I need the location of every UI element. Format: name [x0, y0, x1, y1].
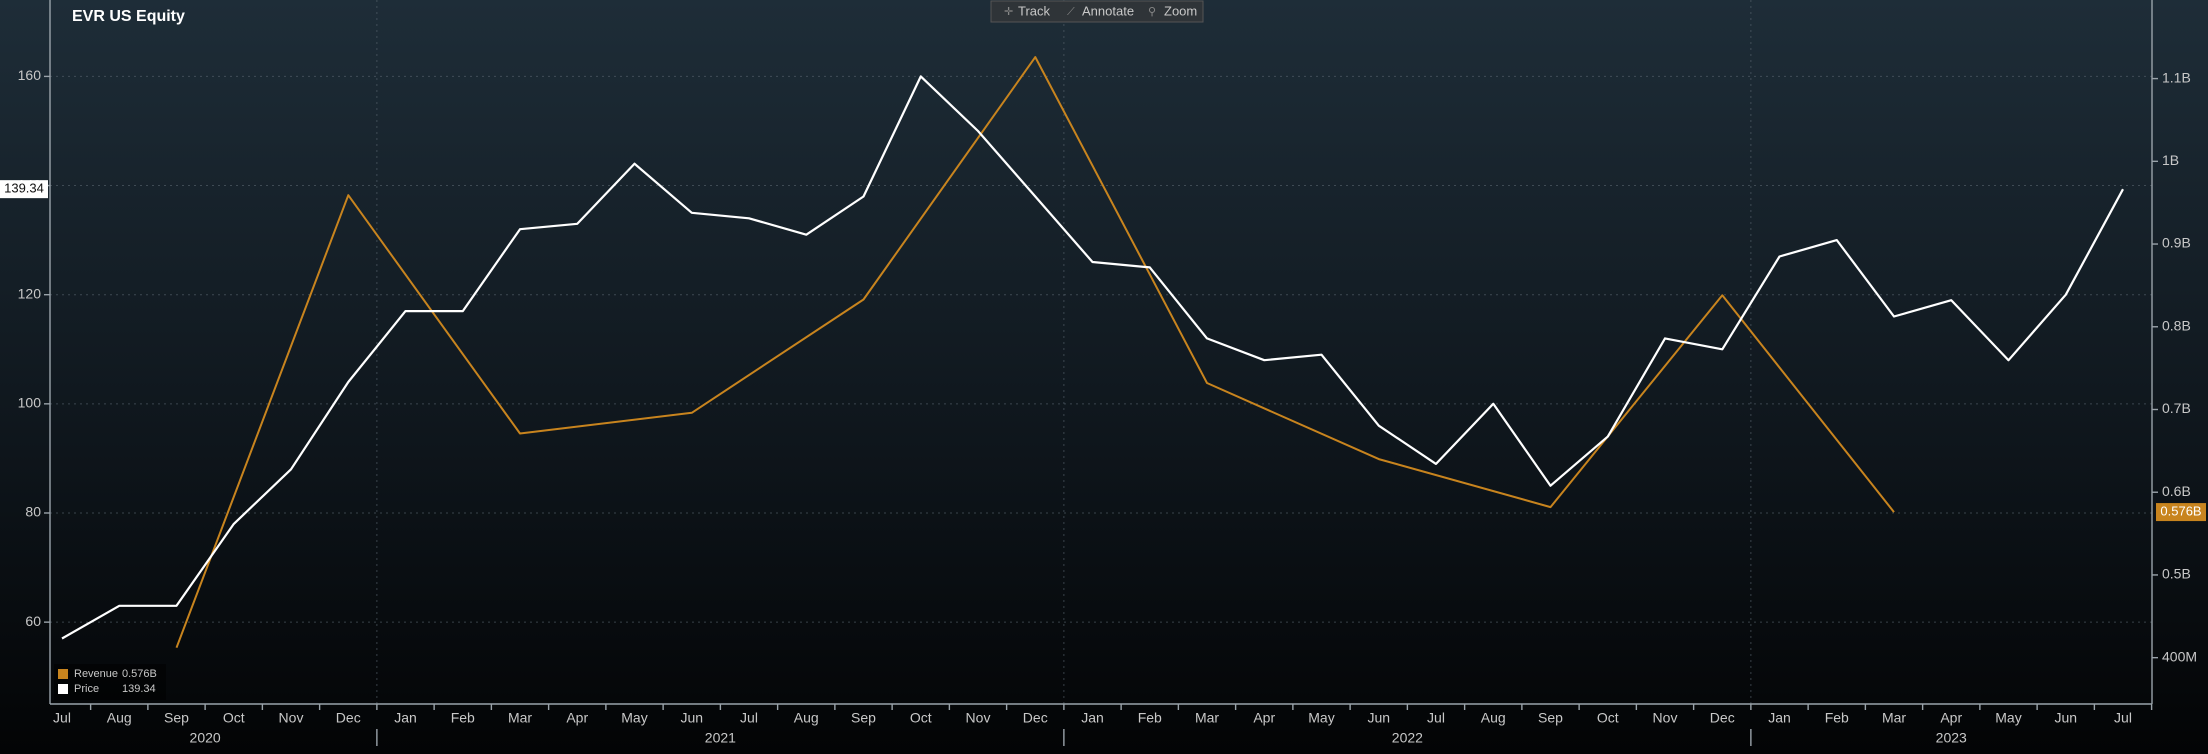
x-tick-label: Aug	[1481, 710, 1506, 726]
legend-swatch	[58, 684, 68, 694]
legend: Revenue 0.576B Price 139.34	[54, 664, 166, 700]
x-tick-label: Jul	[1427, 710, 1445, 726]
y-tick-label: 100	[18, 395, 42, 411]
x-tick-label: Jul	[740, 710, 758, 726]
series-line	[61, 75, 2124, 640]
x-tick-label: Mar	[1195, 710, 1219, 726]
x-tick-label: Sep	[164, 710, 189, 726]
x-tick-label: Nov	[279, 710, 304, 726]
x-tick-label: Jan	[1081, 710, 1104, 726]
x-tick-label: Jul	[53, 710, 71, 726]
legend-value: 0.576B	[122, 668, 157, 680]
annotate-icon: ⟋	[1067, 6, 1075, 18]
y2-tick-label: 1B	[2162, 152, 2179, 168]
y2-tick-label: 0.9B	[2162, 235, 2191, 251]
toolbar-bg	[990, 0, 1204, 23]
zoom-icon: ⚲	[1148, 6, 1156, 18]
x-tick-label: Mar	[508, 710, 532, 726]
y-tick-label: 160	[18, 67, 42, 83]
x-tick-label: Sep	[1538, 710, 1563, 726]
last-value-label: 139.34	[4, 181, 44, 196]
y2-tick-label: 0.5B	[2162, 566, 2191, 582]
y-tick-label: 120	[18, 285, 42, 301]
chart-title: EVR US Equity	[72, 8, 185, 25]
legend-swatch	[58, 669, 68, 679]
y2-tick-label: 0.6B	[2162, 483, 2191, 499]
marks	[61, 56, 2124, 649]
legend-label: Price	[74, 683, 99, 695]
x-tick-label: Oct	[223, 710, 245, 726]
legend-bg	[54, 664, 166, 700]
legend-value: 139.34	[122, 683, 156, 695]
x-tick-label: Feb	[1138, 710, 1162, 726]
annotate-button[interactable]: Annotate ⟋	[1067, 3, 1134, 18]
legend-label: Revenue	[74, 668, 118, 680]
track-icon: ✛	[1004, 6, 1013, 18]
x-tick-label: Jun	[1367, 710, 1390, 726]
y-tick-label: 80	[25, 504, 41, 520]
x-tick-label: Sep	[851, 710, 876, 726]
x-tick-label: Jul	[2114, 710, 2132, 726]
x-tick-label: Nov	[1653, 710, 1678, 726]
x-tick-label: Jan	[1768, 710, 1791, 726]
annotate-label[interactable]: Annotate	[1082, 3, 1134, 18]
x-tick-label: Dec	[1710, 710, 1735, 726]
x-tick-label: Oct	[1597, 710, 1619, 726]
year-label: 2023	[1936, 730, 1967, 746]
x-tick-label: Mar	[1882, 710, 1906, 726]
toolbar: Track ✛ Annotate ⟋ Zoom ⚲	[990, 0, 1204, 23]
x-tick-label: Oct	[910, 710, 932, 726]
x-tick-label: Jun	[2054, 710, 2077, 726]
zoom-button[interactable]: Zoom ⚲	[1148, 3, 1197, 18]
y2-tick-label: 0.7B	[2162, 400, 2191, 416]
year-label: 2021	[705, 730, 736, 746]
track-label[interactable]: Track	[1018, 3, 1051, 18]
x-tick-label: May	[621, 710, 647, 726]
x-tick-label: May	[1995, 710, 2021, 726]
x-tick-label: Dec	[1023, 710, 1048, 726]
x-tick-label: Apr	[1253, 710, 1275, 726]
grid	[50, 0, 2152, 704]
x-tick-label: Aug	[107, 710, 132, 726]
last-value-badge	[2156, 503, 2206, 522]
last-value-label: 0.576B	[2160, 504, 2201, 519]
x-tick-label: Jun	[680, 710, 703, 726]
track-button[interactable]: Track ✛	[1004, 3, 1051, 18]
x-tick-label: Jan	[394, 710, 417, 726]
x-tick-label: Apr	[566, 710, 588, 726]
year-label: 2020	[190, 730, 221, 746]
x-tick-label: Apr	[1940, 710, 1962, 726]
y-tick-label: 60	[25, 613, 41, 629]
y2-tick-label: 0.8B	[2162, 317, 2191, 333]
x-tick-label: May	[1308, 710, 1334, 726]
last-value-badge	[0, 180, 48, 199]
year-label: 2022	[1392, 730, 1423, 746]
x-tick-label: Feb	[1825, 710, 1849, 726]
y2-tick-label: 1.1B	[2162, 69, 2191, 85]
zoom-label[interactable]: Zoom	[1164, 3, 1197, 18]
y2-tick-label: 400M	[2162, 648, 2197, 664]
x-tick-label: Feb	[451, 710, 475, 726]
x-tick-label: Aug	[794, 710, 819, 726]
x-tick-label: Nov	[966, 710, 991, 726]
x-tick-label: Dec	[336, 710, 361, 726]
